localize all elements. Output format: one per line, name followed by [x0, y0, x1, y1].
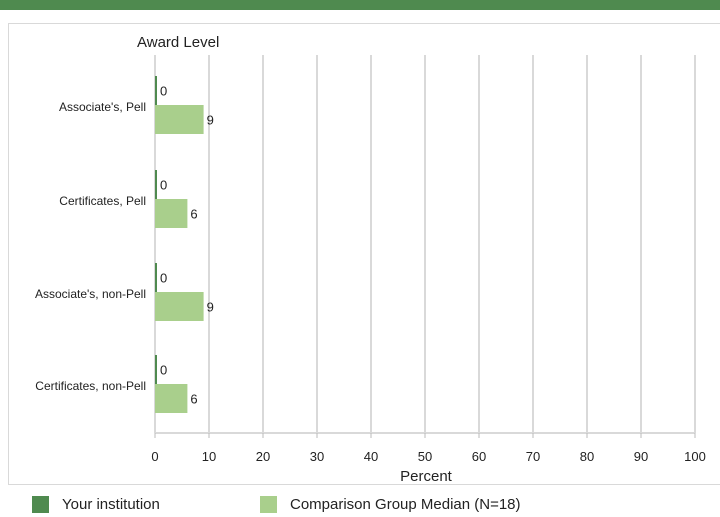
legend-item-your-institution: Your institution — [32, 494, 160, 514]
chart-title: Award Level — [137, 34, 219, 51]
x-tick-label: 100 — [684, 449, 706, 464]
category-label: Associate's, non-Pell — [35, 287, 146, 301]
bar-your-institution — [155, 355, 157, 384]
legend-swatch-your-institution — [32, 495, 49, 513]
chart-frame — [8, 23, 720, 485]
legend-label-comparison-median: Comparison Group Median (N=18) — [290, 495, 521, 513]
bar-value-label: 6 — [190, 392, 197, 407]
bar-comparison-median — [155, 105, 204, 134]
bar-comparison-median — [155, 292, 204, 321]
bar-your-institution — [155, 76, 157, 105]
bar-value-label: 0 — [160, 84, 167, 99]
category-label: Associate's, Pell — [59, 100, 146, 114]
bars: 0 9 0 6 0 9 0 6 — [155, 76, 214, 413]
bar-value-label: 0 — [160, 271, 167, 286]
category-labels: Associate's, Pell Certificates, Pell Assoc… — [35, 100, 146, 393]
bar-comparison-median — [155, 199, 188, 228]
chart: Award Level 0 10 20 30 40 50 60 70 80 90 100 Assoc… — [35, 34, 706, 485]
category-label: Certificates, non-Pell — [35, 379, 146, 393]
x-tick-label: 40 — [364, 449, 378, 464]
legend-label-your-institution: Your institution — [62, 495, 160, 513]
x-tick-label: 60 — [472, 449, 486, 464]
x-axis-ticks: 0 10 20 30 40 50 60 70 80 90 100 — [151, 433, 706, 464]
bar-value-label: 0 — [160, 178, 167, 193]
x-tick-label: 90 — [634, 449, 648, 464]
x-tick-label: 50 — [418, 449, 432, 464]
legend: Your institution Comparison Group Median… — [0, 494, 720, 517]
bar-value-label: 9 — [207, 300, 214, 315]
bar-value-label: 0 — [160, 363, 167, 378]
x-tick-label: 30 — [310, 449, 324, 464]
bar-value-label: 6 — [190, 207, 197, 222]
x-tick-label: 0 — [151, 449, 158, 464]
x-tick-label: 80 — [580, 449, 594, 464]
x-tick-label: 20 — [256, 449, 270, 464]
bar-your-institution — [155, 170, 157, 199]
bar-your-institution — [155, 263, 157, 292]
bar-value-label: 9 — [207, 113, 214, 128]
x-tick-label: 10 — [202, 449, 216, 464]
grid — [154, 55, 696, 434]
bar-comparison-median — [155, 384, 188, 413]
legend-item-comparison-median: Comparison Group Median (N=18) — [260, 494, 521, 514]
x-axis-label: Percent — [400, 468, 453, 485]
x-tick-label: 70 — [526, 449, 540, 464]
category-label: Certificates, Pell — [59, 194, 146, 208]
top-accent-bar — [0, 0, 720, 10]
legend-swatch-comparison-median — [260, 495, 277, 513]
